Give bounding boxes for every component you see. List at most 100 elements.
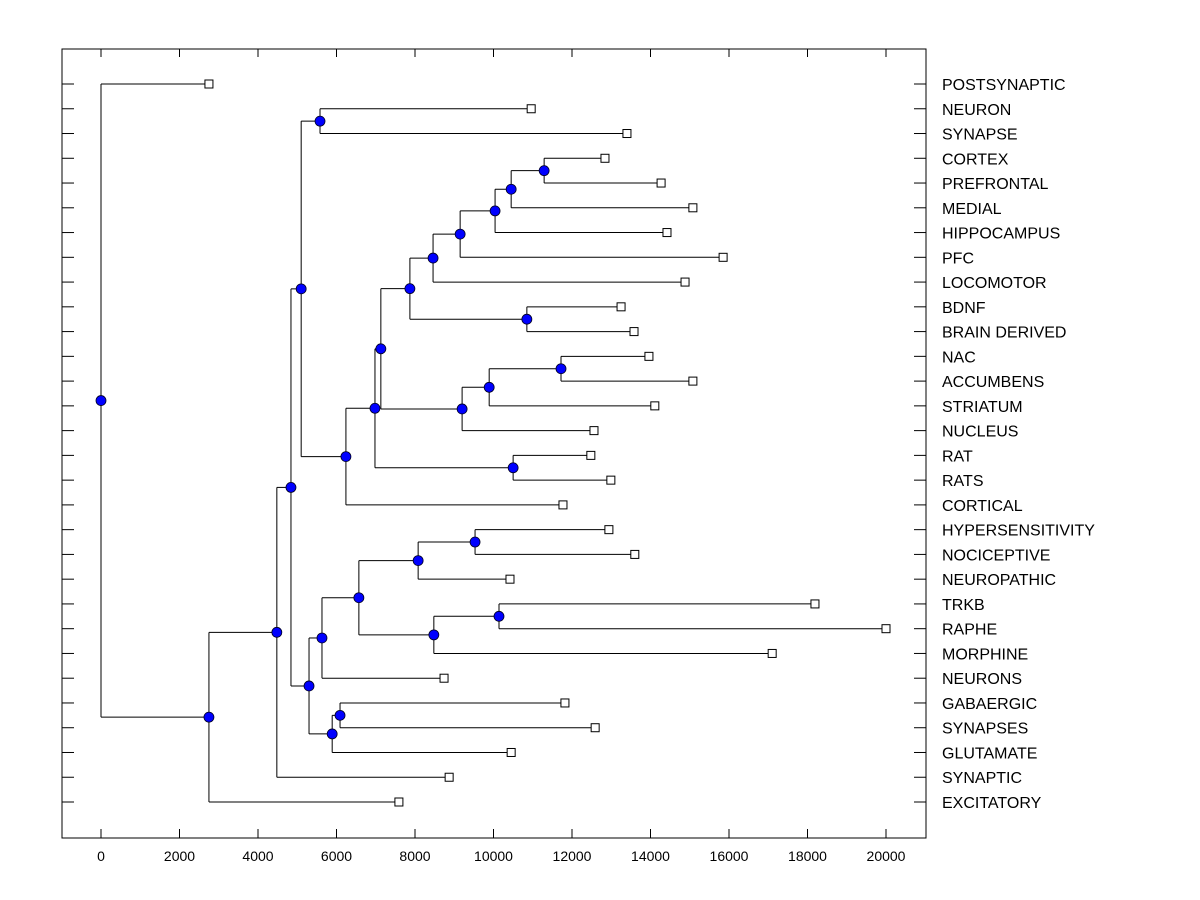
leaf-marker-rats (606, 475, 616, 485)
merge-node-n_glutamate (326, 728, 338, 740)
leaf-label-neuron: NEURON (942, 102, 1011, 119)
merge-node-n_hippocampus (489, 205, 501, 217)
x-tick-label: 0 (97, 848, 105, 864)
leaf-label-glutamate: GLUTAMATE (942, 745, 1037, 762)
leaf-label-locomotor: LOCOMOTOR (942, 275, 1047, 292)
leaf-marker-medial (688, 203, 698, 213)
x-tick-label: 12000 (553, 848, 592, 864)
merge-node-n_neuron_synapse (314, 115, 326, 127)
leaf-marker-hippocampus (662, 228, 672, 238)
leaf-label-cortex: CORTEX (942, 151, 1009, 168)
leaf-label-rats: RATS (942, 473, 983, 490)
leaf-marker-pfc (718, 252, 728, 262)
merge-node-n_bdnf (521, 313, 533, 325)
x-tick-label: 16000 (710, 848, 749, 864)
merge-node-n_gaba_synapses (334, 709, 346, 721)
leaf-marker-gabaergic (560, 698, 570, 708)
leaf-label-trkb: TRKB (942, 597, 985, 614)
leaf-marker-neuropathic (505, 574, 515, 584)
leaf-marker-rat (586, 450, 596, 460)
leaf-label-striatum: STRIATUM (942, 399, 1023, 416)
leaf-marker-synapse (622, 129, 632, 139)
leaf-marker-accumbens (688, 376, 698, 386)
x-tick-label: 14000 (631, 848, 670, 864)
leaf-marker-synapses (590, 723, 600, 733)
leaf-marker-morphine (767, 648, 777, 658)
leaf-label-nociceptive: NOCICEPTIVE (942, 547, 1050, 564)
leaf-marker-hypersensitivity (604, 525, 614, 535)
x-axis-tick-labels: 0 2000 4000 6000 8000 10000 12000 14000 16000 180… (97, 848, 906, 864)
leaf-marker-excitatory (394, 797, 404, 807)
merge-node-n_pain_group (353, 592, 365, 604)
leaf-marker-cortical (558, 500, 568, 510)
leaf-marker-postsynaptic (204, 79, 214, 89)
x-tick-label: 10000 (474, 848, 513, 864)
merge-node-n_hyper_noci (469, 536, 481, 548)
merge-node-n_lower_mid (303, 680, 315, 692)
leaf-labels: POSTSYNAPTIC NEURON SYNAPSE CORTEX PREFRONTA… (942, 77, 1095, 812)
x-tick-label: 6000 (321, 848, 352, 864)
leaf-label-brain_derived: BRAIN DERIVED (942, 325, 1066, 342)
merge-node-n_cortical (340, 451, 352, 462)
leaf-label-rat: RAT (942, 448, 973, 465)
axis-ticks (62, 49, 926, 838)
merge-node-n_upper (295, 283, 307, 295)
leaf-marker-neurons (439, 673, 449, 683)
leaf-marker-brain_derived (629, 327, 639, 337)
leaf-label-synapse: SYNAPSE (942, 127, 1018, 144)
leaf-marker-nociceptive (630, 549, 640, 559)
leaf-label-neuropathic: NEUROPATHIC (942, 572, 1056, 589)
merge-node-n_nucleus (456, 403, 468, 415)
leaf-markers (204, 79, 891, 807)
leaf-marker-nucleus (589, 426, 599, 436)
x-tick-label: 20000 (867, 848, 906, 864)
merge-node-n_root (95, 395, 107, 406)
merge-node-n_nac_accumbens (555, 363, 567, 375)
leaf-marker-bdnf (616, 302, 626, 312)
leaf-label-nucleus: NUCLEUS (942, 424, 1018, 441)
leaf-label-bdnf: BDNF (942, 300, 986, 317)
x-tick-label: 4000 (242, 848, 273, 864)
leaf-label-synapses: SYNAPSES (942, 721, 1028, 738)
merge-node-n_excitatory (203, 711, 215, 723)
leaf-label-medial: MEDIAL (942, 201, 1002, 218)
merge-node-n_with_rat (369, 402, 381, 414)
leaf-label-gabaergic: GABAERGIC (942, 696, 1037, 713)
leaf-marker-glutamate (506, 747, 516, 757)
merge-node-n_neurons (316, 632, 328, 644)
leaf-label-hypersensitivity: HYPERSENSITIVITY (942, 523, 1095, 540)
merge-node-n_rat (507, 462, 519, 474)
merge-node-n_morphine (428, 629, 440, 641)
merge-node-n_cortex_nucleus (375, 343, 387, 355)
plot-frame (61, 48, 927, 839)
x-tick-label: 8000 (399, 848, 430, 864)
leaf-label-prefrontal: PREFRONTAL (942, 176, 1048, 193)
leaf-marker-neuron (526, 104, 536, 114)
leaf-label-synaptic: SYNAPTIC (942, 770, 1022, 787)
leaf-marker-cortex (600, 153, 610, 163)
merge-node-n_synaptic (271, 626, 283, 638)
merge-node-n_pfc (454, 228, 466, 240)
leaf-label-cortical: CORTICAL (942, 498, 1023, 515)
merge-node-n_trkb_raphe (493, 610, 505, 622)
merge-node-n_medial (505, 183, 517, 195)
leaf-marker-locomotor (680, 277, 690, 287)
leaf-marker-raphe (881, 624, 891, 634)
merge-node-n_neuropathic (412, 555, 424, 567)
leaf-label-excitatory: EXCITATORY (942, 795, 1042, 812)
leaf-marker-prefrontal (656, 178, 666, 188)
x-tick-label: 2000 (164, 848, 195, 864)
leaf-label-nac: NAC (942, 349, 976, 366)
merge-node-n_cortex_prefrontal (538, 165, 550, 177)
leaf-label-postsynaptic: POSTSYNAPTIC (942, 77, 1066, 94)
leaf-label-morphine: MORPHINE (942, 646, 1028, 663)
leaf-label-pfc: PFC (942, 250, 974, 267)
merge-node-n_striatum (483, 381, 495, 393)
leaf-label-hippocampus: HIPPOCAMPUS (942, 226, 1060, 243)
leaf-marker-synaptic (444, 772, 454, 782)
merge-node-n_locomotor (427, 252, 439, 264)
leaf-label-raphe: RAPHE (942, 622, 997, 639)
leaf-label-accumbens: ACCUMBENS (942, 374, 1044, 391)
leaf-marker-striatum (650, 401, 660, 411)
